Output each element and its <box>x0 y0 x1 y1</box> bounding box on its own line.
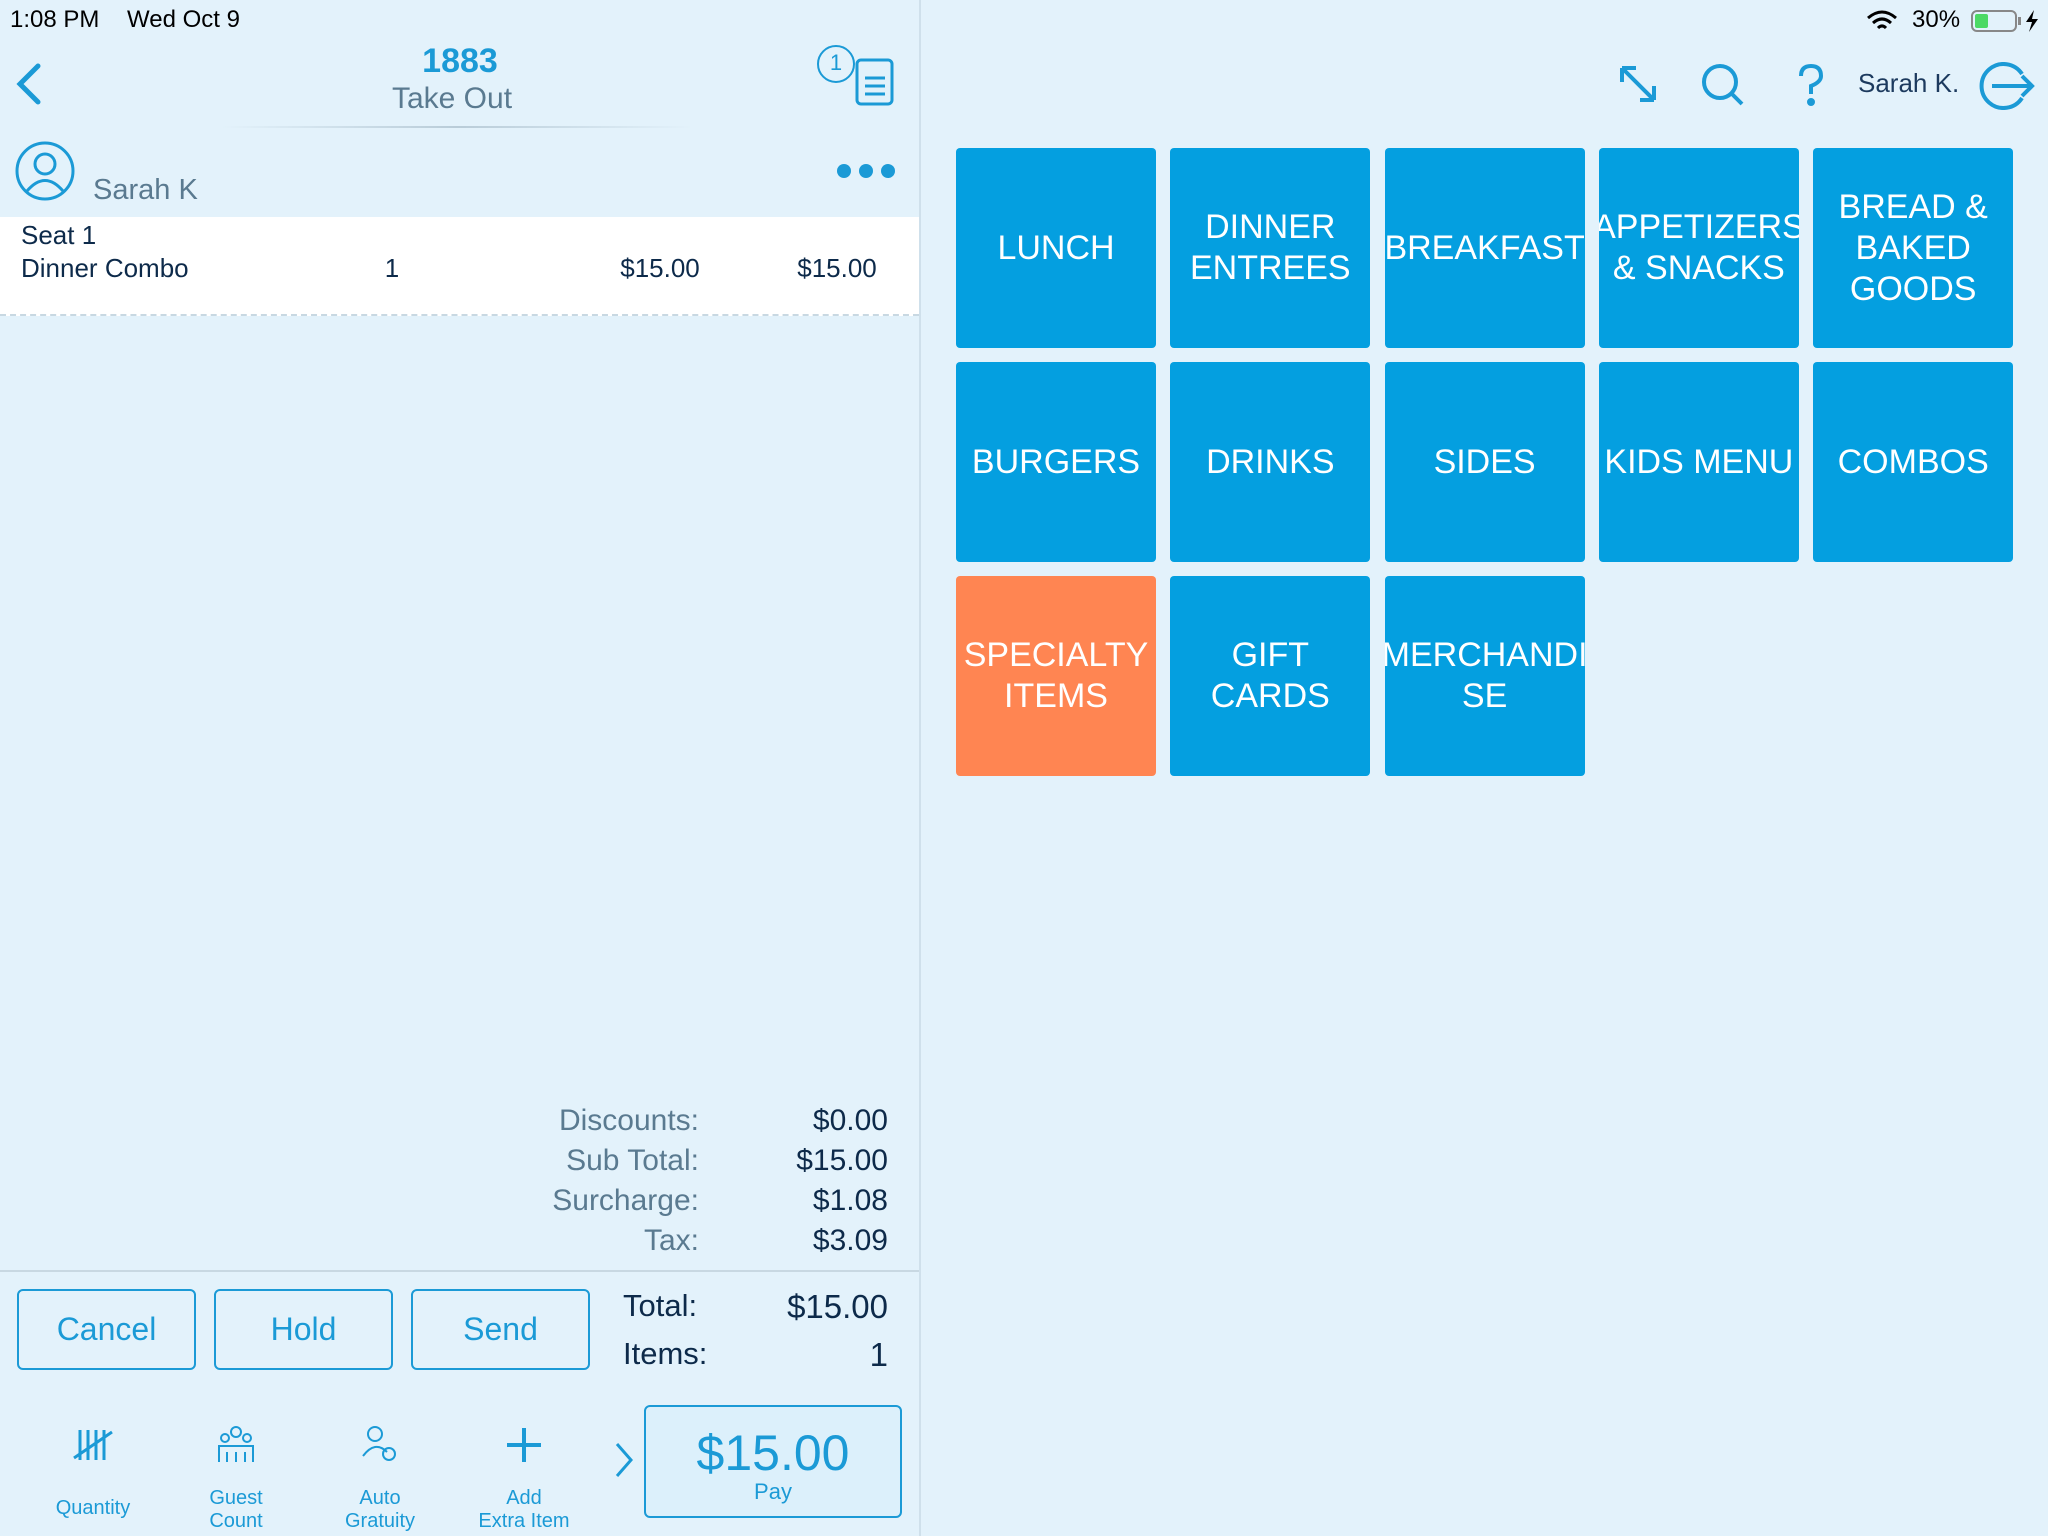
back-button[interactable] <box>14 62 44 106</box>
toolbar-icon[interactable] <box>359 1424 401 1471</box>
menu-tile-label: KIDS MENU <box>1604 442 1794 481</box>
menu-tile-label: BAKED <box>1855 228 1971 267</box>
totals-label: Items: <box>623 1336 708 1371</box>
menu-tile[interactable]: GIFT CARDS <box>1170 576 1371 776</box>
summary-divider <box>0 1270 919 1272</box>
toolbar-label[interactable]: Gratuity <box>344 1510 416 1532</box>
user-name: Sarah K. <box>1858 68 1960 98</box>
menu-tile-label: DRINKS <box>1206 442 1335 481</box>
pay-amount: $15.00 <box>696 1425 850 1481</box>
summary-value: $1.08 <box>812 1184 888 1217</box>
toolbar-icon[interactable] <box>72 1424 114 1471</box>
menu-tile[interactable]: BREAKFAST <box>1384 148 1585 348</box>
summary-label: Tax: <box>643 1224 699 1257</box>
menu-tile-label: SE <box>1461 677 1508 715</box>
icon <box>507 1428 541 1462</box>
order-panel <box>0 0 921 1536</box>
menu-tile-label: BURGERS <box>971 442 1141 481</box>
totals-value: $15.00 <box>787 1288 888 1325</box>
summary-label: Surcharge: <box>552 1184 699 1217</box>
item-price: $15.00 <box>620 253 700 283</box>
logout-icon[interactable] <box>1979 62 2035 110</box>
menu-tile-label: GOODS <box>1849 269 1977 308</box>
help-icon[interactable] <box>1799 63 1824 106</box>
toolbar-label[interactable]: Auto <box>359 1487 401 1509</box>
toolbar-icon[interactable] <box>503 1424 545 1471</box>
status-icons <box>1867 10 2038 32</box>
menu-tile[interactable]: DINNER ENTREES <box>1170 148 1371 348</box>
menu-tile[interactable]: MERCHANDI SE <box>1384 576 1585 776</box>
menu-tile[interactable]: BURGERS <box>956 362 1156 562</box>
icon <box>218 1426 254 1462</box>
menu-tile[interactable]: BREAD & BAKED GOODS <box>1813 148 2014 348</box>
customer-icon[interactable] <box>14 140 78 204</box>
menu-tile-label: GIFT CARDS <box>1210 636 1330 715</box>
totals-value: 1 <box>869 1336 888 1373</box>
expand-icon[interactable] <box>1620 66 1656 102</box>
action-button[interactable]: Send <box>411 1289 590 1370</box>
status-date: Wed Oct 9 <box>127 6 240 33</box>
summary-value: $3.09 <box>812 1224 888 1257</box>
menu-tile-label: BREAD & <box>1838 187 1988 226</box>
battery-percent: 30% <box>1912 6 1961 33</box>
header-divider <box>222 126 692 128</box>
menu-tile-label: DINNER <box>1205 208 1336 246</box>
menu-tile-label: SIDES <box>1433 442 1536 481</box>
menu-tile-label: MERCHANDI <box>1384 636 1585 674</box>
more-button[interactable] <box>834 160 898 182</box>
menu-tile-label: APPETIZERS <box>1598 208 1799 246</box>
menu-tile[interactable]: KIDS MENU <box>1598 362 1799 562</box>
pay-button[interactable] <box>644 1405 902 1518</box>
toolbar-label[interactable]: Guest <box>209 1487 263 1509</box>
icon <box>73 1430 113 1460</box>
icon <box>362 1426 396 1461</box>
menu-tile-label: LUNCH <box>997 228 1115 267</box>
seat-label: Seat 1 <box>21 220 97 250</box>
toolbar-icon[interactable] <box>215 1424 257 1471</box>
menu-tile-label: & SNACKS <box>1612 249 1785 287</box>
menu-tile[interactable]: SIDES <box>1384 362 1585 562</box>
menu-tile-label: SPECIALTY <box>963 636 1149 674</box>
order-type[interactable]: Take Out <box>391 82 513 115</box>
menu-tile[interactable]: LUNCH <box>956 148 1156 348</box>
item-total: $15.00 <box>797 253 877 283</box>
item-qty: 1 <box>384 253 400 283</box>
toolbar-next[interactable] <box>612 1440 636 1480</box>
summary-label: Sub Total: <box>566 1144 699 1177</box>
toolbar-label[interactable]: Count <box>209 1510 263 1532</box>
receipt-button[interactable] <box>814 44 900 110</box>
summary-value: $15.00 <box>796 1144 888 1177</box>
search-icon[interactable] <box>1702 64 1744 106</box>
menu-tile-label: ITEMS <box>1004 677 1108 715</box>
summary-value: $0.00 <box>812 1104 888 1137</box>
menu-tile-label: BREAKFAST <box>1384 228 1585 267</box>
menu-tile-label: COMBOS <box>1837 442 1989 481</box>
pay-label: Pay <box>754 1479 792 1504</box>
toolbar-label[interactable]: Add <box>506 1487 542 1509</box>
menu-tile-label: ENTREES <box>1190 249 1351 287</box>
menu-tile[interactable]: SPECIALTY ITEMS <box>956 576 1156 776</box>
menu-tile[interactable]: APPETIZERS & SNACKS <box>1598 148 1799 348</box>
action-button[interactable]: Cancel <box>17 1289 196 1370</box>
status-time: 1:08 PM <box>10 6 100 33</box>
summary-label: Discounts: <box>558 1104 699 1137</box>
toolbar-label[interactable]: Quantity <box>55 1497 131 1519</box>
action-button[interactable]: Hold <box>214 1289 393 1370</box>
receipt-badge: 1 <box>829 50 843 75</box>
menu-tile[interactable]: COMBOS <box>1813 362 2014 562</box>
totals-label: Total: <box>623 1288 698 1323</box>
order-row[interactable] <box>0 217 919 316</box>
item-name: Dinner Combo <box>21 253 189 283</box>
menu-tile[interactable]: DRINKS <box>1170 362 1371 562</box>
toolbar-label[interactable]: Extra Item <box>478 1510 570 1532</box>
customer-name: Sarah K <box>93 174 198 206</box>
top-actions <box>1620 62 2035 110</box>
order-number: 1883 <box>422 42 498 80</box>
